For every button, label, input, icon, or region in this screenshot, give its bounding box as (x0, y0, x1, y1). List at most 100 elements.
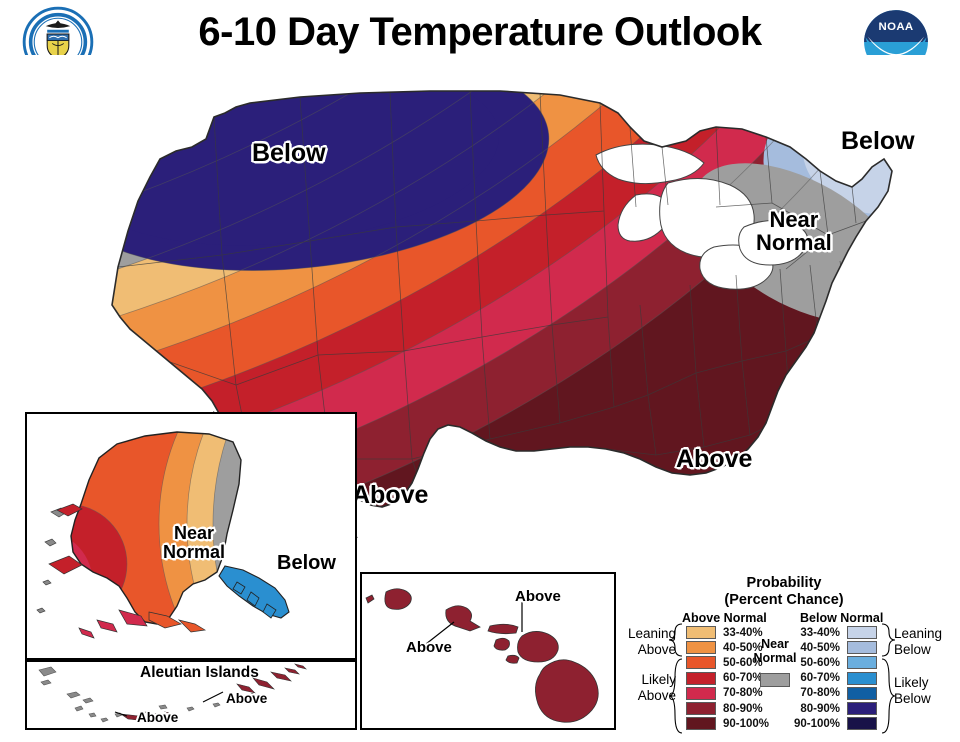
legend-range-below-90-100: 90-100% (793, 717, 840, 730)
legend-row-below-90-100: 90-100% (788, 716, 877, 731)
aleutian-label-above-east: Above (226, 691, 268, 706)
hawaii-leader-lines (425, 596, 523, 645)
near-normal-line-1: Near (769, 207, 819, 232)
legend-title: Probability (Percent Chance) (612, 575, 956, 609)
alaska-alaska-peninsula (148, 611, 207, 633)
legend-near-normal-line-2: Normal (753, 651, 797, 665)
legend-brace-likely-above-icon (668, 658, 683, 734)
legend-range-above-80-90: 80-90% (723, 702, 763, 715)
legend-swatch-below-40-50 (847, 641, 877, 655)
legend-row-below-60-70: 60-70% (788, 671, 877, 686)
legend-range-below-80-90: 80-90% (800, 702, 840, 715)
legend-range-below-50-60: 50-60% (800, 656, 840, 669)
map-label-below-northwest: Below (252, 139, 326, 167)
leaning-above-line-2: Above (637, 641, 676, 657)
alaska-kodiak-islands (78, 609, 148, 639)
map-label-near-normal-northeast: Near Normal (756, 207, 832, 255)
legend-row-above-90-100: 90-100% (686, 716, 769, 731)
legend-range-above-90-100: 90-100% (723, 717, 770, 730)
legend-row-below-50-60: 50-60% (788, 655, 877, 670)
hawaii-label-above-oahu: Above (406, 639, 452, 656)
legend-swatch-below-50-60 (847, 656, 877, 670)
alaska-label-near-normal: Near Normal (163, 524, 225, 561)
page-title: 6-10 Day Temperature Outlook (198, 10, 762, 54)
legend-swatch-above-60-70 (686, 671, 716, 685)
legend-swatch-above-33-40 (686, 626, 716, 639)
hawaii-map-svg (362, 574, 614, 728)
near-normal-line-2: Normal (756, 229, 832, 255)
legend-likely-above-label: Likely Above (612, 672, 676, 703)
legend-row-below-80-90: 80-90% (788, 701, 877, 716)
alaska-near-normal-line-1: Near (173, 523, 215, 543)
legend-row-above-60-70: 60-70% (686, 671, 763, 686)
map-label-above-southwest: Above (352, 481, 429, 509)
legend-row-above-40-50: 40-50% (686, 640, 763, 655)
legend-swatch-above-50-60 (686, 656, 716, 670)
legend-near-normal-line-1: Near (761, 637, 789, 651)
hawaii-label-above-maui: Above (515, 588, 561, 605)
hawaii-islands (365, 588, 599, 723)
alaska-inset (25, 412, 357, 660)
aleutian-islands-title: Aleutian Islands (140, 664, 259, 681)
legend-swatch-above-40-50 (686, 641, 716, 655)
legend-swatch-below-80-90 (847, 702, 877, 715)
legend-swatch-below-60-70 (847, 671, 877, 685)
legend-range-above-40-50: 40-50% (723, 641, 763, 654)
alaska-label-below: Below (277, 552, 336, 574)
leaning-below-line-2: Below (894, 641, 931, 657)
aleutian-map-svg (27, 662, 355, 728)
legend-title-line-2: (Percent Chance) (724, 592, 844, 608)
legend-range-above-50-60: 50-60% (723, 656, 763, 669)
alaska-near-normal-line-2: Normal (163, 541, 226, 562)
legend-swatch-below-90-100 (847, 717, 877, 731)
legend-row-above-50-60: 50-60% (686, 655, 763, 670)
aleutian-grey-islands (38, 666, 257, 723)
likely-below-line-1: Likely (894, 675, 929, 690)
legend-brace-likely-below-icon (881, 658, 896, 734)
legend-swatch-below-33-40 (847, 626, 877, 639)
legend-range-above-33-40: 33-40% (723, 626, 763, 639)
legend-swatch-above-80-90 (686, 702, 716, 715)
legend-swatch-below-70-80 (847, 686, 877, 700)
legend-leaning-above-label: Leaning Above (612, 626, 676, 657)
legend-range-below-33-40: 33-40% (800, 626, 840, 639)
legend-title-line-1: Probability (746, 575, 822, 591)
map-label-below-northeast: Below (841, 127, 915, 155)
legend-leaning-below-label: Leaning Below (894, 626, 960, 657)
alaska-panhandle (218, 565, 290, 619)
legend-row-below-33-40: 33-40% (788, 625, 877, 640)
likely-above-line-1: Likely (641, 672, 676, 687)
alaska-map-svg (27, 414, 355, 658)
legend-row-above-80-90: 80-90% (686, 701, 763, 716)
svg-text:NOAA: NOAA (878, 21, 913, 33)
aleutian-label-above-west: Above (137, 710, 179, 725)
legend-swatch-above-90-100 (686, 717, 716, 731)
legend-range-above-60-70: 60-70% (723, 672, 763, 685)
legend-brace-leaning-below-icon (881, 623, 896, 657)
leaning-above-line-1: Leaning (627, 626, 676, 641)
legend-swatch-above-70-80 (686, 686, 716, 700)
legend-row-above-33-40: 33-40% (686, 625, 763, 640)
map-label-above-southeast: Above (676, 445, 753, 473)
leaning-below-line-1: Leaning (894, 626, 943, 641)
legend-range-below-70-80: 70-80% (800, 687, 840, 700)
legend: Probability (Percent Chance) Above Norma… (612, 575, 956, 740)
likely-above-line-2: Above (637, 687, 676, 703)
legend-row-above-70-80: 70-80% (686, 686, 763, 701)
legend-likely-below-label: Likely Below (894, 675, 960, 706)
likely-below-line-2: Below (894, 690, 931, 706)
legend-range-below-60-70: 60-70% (800, 672, 840, 685)
aleutian-islands-inset (25, 660, 357, 730)
alaska-peninsula-islands (48, 503, 83, 575)
legend-near-normal-block: Near Normal (747, 637, 803, 687)
great-lakes (595, 143, 809, 290)
legend-above-normal-header: Above Normal (682, 611, 767, 625)
alaska-small-islands (36, 507, 68, 614)
aleutian-above-islands (119, 663, 307, 722)
legend-range-above-70-80: 70-80% (723, 687, 763, 700)
legend-row-below-40-50: 40-50% (788, 640, 877, 655)
legend-below-normal-header: Below Normal (800, 611, 884, 625)
legend-range-below-40-50: 40-50% (800, 641, 840, 654)
aleutian-leader-lines (114, 691, 224, 717)
